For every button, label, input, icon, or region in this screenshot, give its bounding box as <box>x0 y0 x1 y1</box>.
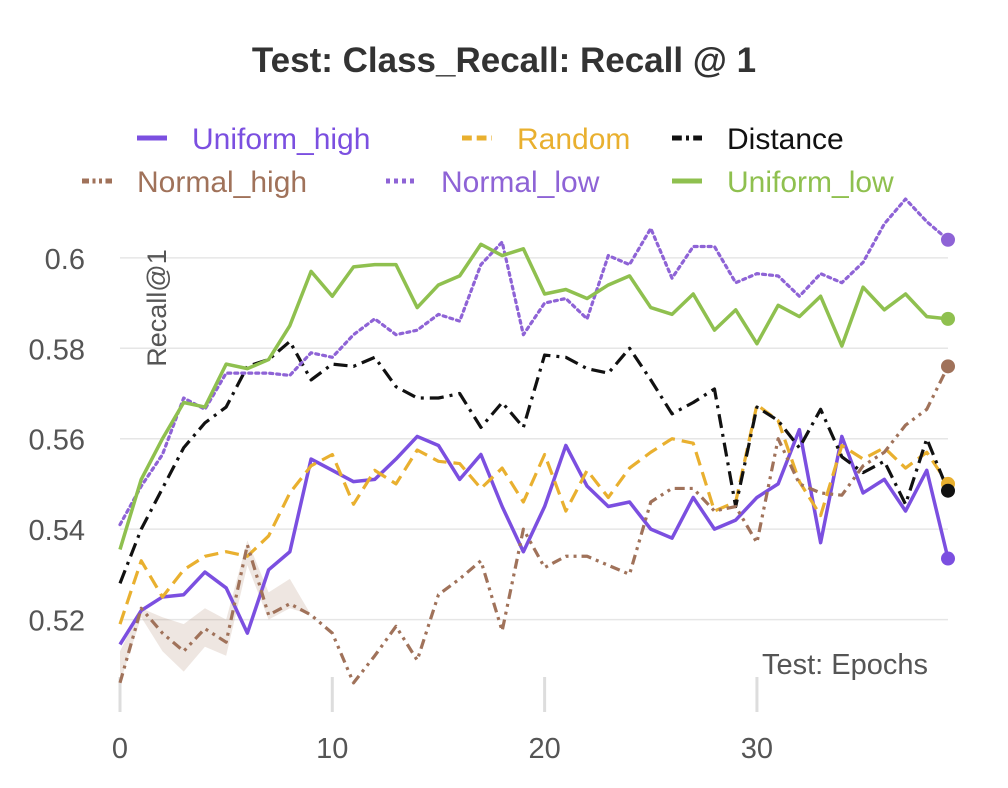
y-tick-label: 0.6 <box>45 244 85 276</box>
band-area <box>120 540 312 683</box>
series-line-distance <box>118 339 950 584</box>
end-point-distance <box>941 483 955 498</box>
legend-label-distance: Distance <box>727 123 844 156</box>
legend-item-random: Random <box>462 123 630 156</box>
legend-item-normal-low: Normal_low <box>386 166 600 199</box>
x-axis-ticks <box>118 677 759 712</box>
x-tick-label: 0 <box>112 733 128 765</box>
legend-label-uniform-high: Uniform_high <box>192 123 370 156</box>
x-axis-tick-labels: 0 10 20 30 <box>112 733 773 765</box>
end-point-uniform-low <box>941 311 955 326</box>
series-line-normal-low <box>118 197 950 527</box>
series-line-uniform-low <box>118 242 949 550</box>
legend-item-uniform-high: Uniform_high <box>137 123 370 156</box>
series-end-markers <box>941 232 955 566</box>
x-tick-label: 30 <box>741 733 773 765</box>
series-line-normal-high <box>118 365 950 685</box>
x-tick-label: 10 <box>316 733 348 765</box>
end-point-normal-low <box>941 232 955 247</box>
chart-title: Test: Class_Recall: Recall @ 1 <box>252 41 756 80</box>
legend-label-normal-high: Normal_high <box>137 166 307 199</box>
y-tick-label: 0.54 <box>29 515 85 547</box>
y-axis-label: Recall@1 <box>142 249 172 366</box>
series-line-random <box>118 403 950 625</box>
legend-label-normal-low: Normal_low <box>441 166 600 199</box>
y-axis-tick-labels: 0.52 0.54 0.56 0.58 0.6 <box>29 244 85 638</box>
legend: Uniform_high Random Distance Normal_high Nor… <box>82 123 894 199</box>
end-point-uniform-high <box>941 551 955 566</box>
x-axis-label: Test: Epochs <box>762 649 928 681</box>
legend-item-normal-high: Normal_high <box>82 166 307 199</box>
legend-label-random: Random <box>517 123 630 156</box>
confidence-band <box>120 540 312 683</box>
legend-label-uniform-low: Uniform_low <box>727 166 894 199</box>
legend-item-distance: Distance <box>672 123 844 156</box>
series-lines <box>118 197 950 685</box>
series-line-uniform-high <box>118 427 950 646</box>
x-tick-label: 20 <box>528 733 560 765</box>
legend-item-uniform-low: Uniform_low <box>672 166 894 199</box>
y-tick-label: 0.52 <box>29 606 85 638</box>
y-tick-label: 0.56 <box>29 425 85 457</box>
y-tick-label: 0.58 <box>29 334 85 366</box>
end-point-normal-high <box>941 359 955 374</box>
